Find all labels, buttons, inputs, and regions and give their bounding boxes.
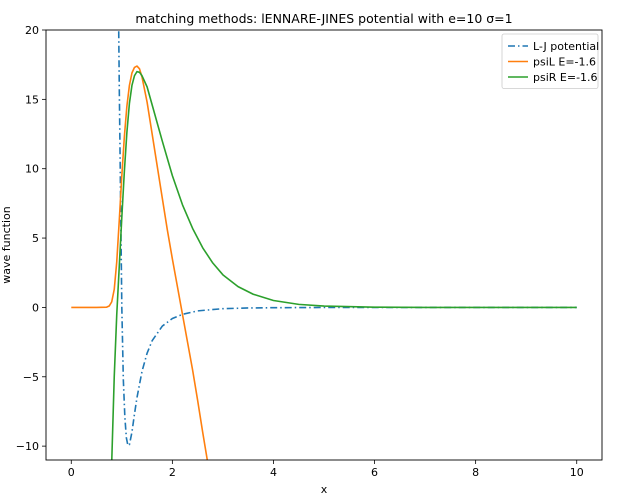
legend-box: [501, 33, 599, 89]
chart-title: matching methods: lENNARE-JINES potentia…: [135, 11, 512, 26]
legend-label: psiL E=-1.6: [533, 56, 596, 69]
x-tick-label: 8: [472, 466, 479, 479]
y-tick-label: −5: [23, 371, 39, 384]
y-tick-label: 0: [32, 301, 39, 314]
x-tick-label: 10: [570, 466, 584, 479]
x-axis: 0 2 4 6 8 10: [68, 460, 584, 479]
series-layer: [71, 30, 577, 460]
y-tick-label: −10: [16, 440, 39, 453]
legend-label: psiR E=-1.6: [533, 71, 598, 84]
y-tick-label: 15: [25, 93, 39, 106]
plot-frame: [45, 29, 603, 461]
legend: L-J potential psiL E=-1.6 psiR E=-1.6: [501, 33, 599, 89]
y-axis-title: wave function: [0, 206, 13, 283]
series-line-3: [110, 70, 577, 460]
x-axis-title: x: [321, 483, 328, 496]
y-tick-label: 5: [32, 232, 39, 245]
y-tick-label: 20: [25, 24, 39, 37]
y-axis: −10 −5 0 5 10 15 20: [16, 24, 46, 453]
x-tick-label: 4: [270, 466, 277, 479]
x-tick-label: 6: [371, 466, 378, 479]
y-tick-label: 10: [25, 163, 39, 176]
legend-label: L-J potential: [533, 40, 599, 53]
x-tick-label: 0: [68, 466, 75, 479]
series-line-2: [71, 65, 209, 460]
x-tick-label: 2: [169, 466, 176, 479]
series-line-1: [117, 30, 577, 447]
